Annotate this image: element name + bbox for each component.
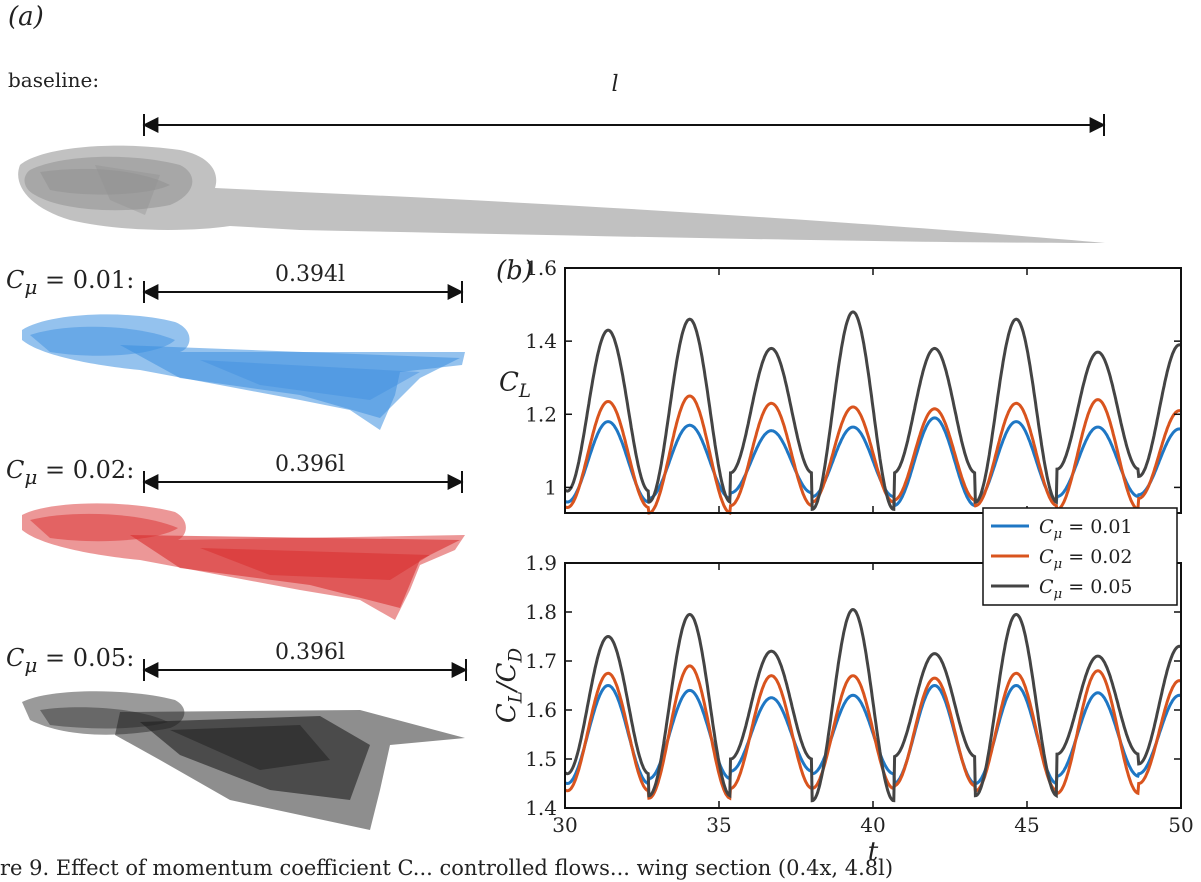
case3-label: Cμ = 0.05: (6, 644, 135, 677)
legend-entry: Cμ​ = 0.05 (1039, 576, 1133, 602)
baseline-dimension-label: l (611, 72, 619, 97)
y-axis-label: CL​/CD​ (492, 647, 527, 723)
x-tick-label: 45 (1014, 813, 1039, 837)
y-tick-label: 1.8 (525, 600, 557, 624)
case1-dimension-label: 0.394l (274, 262, 346, 287)
case3-dimension-label: 0.396l (274, 640, 346, 665)
baseline-wake-shape (18, 145, 1105, 243)
legend-entry: Cμ​ = 0.02 (1039, 546, 1133, 572)
case1-wake-shape (22, 314, 465, 430)
legend-entry: Cμ​ = 0.01 (1039, 516, 1133, 542)
series-line-2 (564, 664, 1182, 801)
x-tick-label: 35 (706, 813, 731, 837)
case2-dimension-label: 0.396l (274, 452, 346, 477)
x-tick-label: 40 (860, 813, 885, 837)
case1-label: Cμ = 0.01: (6, 266, 135, 299)
y-tick-label: 1 (544, 475, 557, 499)
y-tick-label: 1.4 (525, 796, 557, 820)
y-tick-label: 1.6 (525, 256, 557, 280)
panel-b-label: (b) (496, 256, 533, 286)
x-axis-label: t (868, 837, 879, 867)
chart-2: 1.4 1.5 1.6 1.7 1.8 1.9 30 35 40 45 50 CL​/CD​ t (492, 551, 1194, 867)
y-tick-label: 1.9 (525, 551, 557, 575)
series-line-2 (564, 394, 1182, 515)
panel-a-label: (a) (8, 2, 44, 32)
y-tick-label: 1.2 (525, 402, 557, 426)
chart-1: 1 1.2 1.4 1.6 CL​ (499, 256, 1182, 515)
x-tick-label: 30 (552, 813, 577, 837)
y-tick-label: 1.4 (525, 329, 557, 353)
baseline-label: baseline: (8, 68, 100, 92)
chart-legend: Cμ​ = 0.01 Cμ​ = 0.02 Cμ​ = 0.05 (982, 507, 1178, 606)
y-tick-label: 1.7 (525, 649, 557, 673)
series-line-1 (564, 416, 1182, 508)
series-line-3 (564, 607, 1182, 803)
case2-wake-shape (22, 503, 465, 620)
y-tick-label: 1.5 (525, 747, 557, 771)
x-tick-label: 50 (1168, 813, 1193, 837)
figure-caption: re 9. Effect of momentum coefficient C..… (0, 856, 894, 880)
series-line-3 (564, 310, 1182, 512)
y-tick-label: 1.6 (525, 698, 557, 722)
y-axis-label: CL​ (499, 368, 531, 403)
case3-wake-shape (22, 691, 465, 830)
case2-label: Cμ = 0.02: (6, 456, 135, 489)
